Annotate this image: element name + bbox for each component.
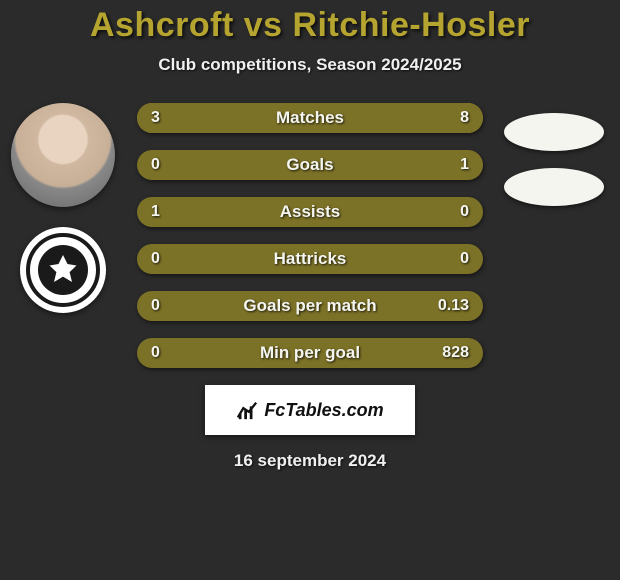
- right-player-column: [498, 103, 610, 206]
- stat-label: Goals per match: [137, 291, 483, 321]
- club-badge: [20, 227, 106, 313]
- badge-inner: [38, 245, 88, 295]
- stat-label: Goals: [137, 150, 483, 180]
- club-badge-placeholder: [504, 168, 604, 206]
- stat-row: 00Hattricks: [137, 244, 483, 274]
- chart-icon: [236, 399, 258, 421]
- player-avatar: [11, 103, 115, 207]
- comparison-title: Ashcroft vs Ritchie-Hosler: [0, 0, 620, 45]
- stat-label: Min per goal: [137, 338, 483, 368]
- stat-bars: 38Matches 01Goals 10Assists 00Hattricks 00.1…: [137, 103, 483, 368]
- stat-row: 0828Min per goal: [137, 338, 483, 368]
- comparison-body: 38Matches 01Goals 10Assists 00Hattricks 00.1…: [0, 103, 620, 368]
- snapshot-date: 16 september 2024: [0, 451, 620, 471]
- stat-label: Hattricks: [137, 244, 483, 274]
- left-player-column: [8, 103, 118, 313]
- stat-label: Matches: [137, 103, 483, 133]
- stat-row: 10Assists: [137, 197, 483, 227]
- thistle-icon: [48, 255, 78, 285]
- stat-row: 38Matches: [137, 103, 483, 133]
- player-avatar-placeholder: [504, 113, 604, 151]
- stat-row: 01Goals: [137, 150, 483, 180]
- branding-box: FcTables.com: [205, 385, 415, 435]
- season-subtitle: Club competitions, Season 2024/2025: [0, 55, 620, 75]
- stat-row: 00.13Goals per match: [137, 291, 483, 321]
- stat-label: Assists: [137, 197, 483, 227]
- branding-text: FcTables.com: [264, 400, 383, 421]
